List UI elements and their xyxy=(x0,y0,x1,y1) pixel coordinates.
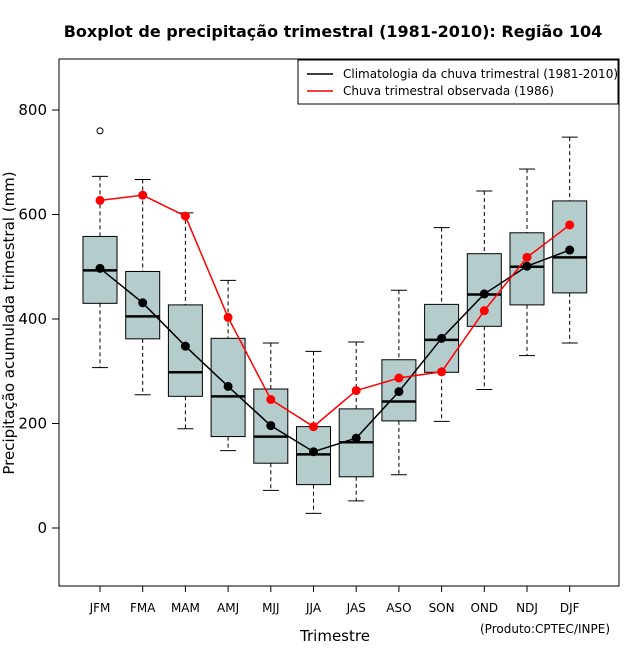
x-tick-label: MAM xyxy=(171,601,200,615)
series-point-observed xyxy=(266,394,276,404)
y-tick-label: 800 xyxy=(18,101,47,119)
x-tick-label: JAS xyxy=(346,601,366,615)
series-lines xyxy=(95,190,575,457)
x-tick-label: NDJ xyxy=(516,601,538,615)
x-axis: JFM FMA MAM AMJ MJJ JJA JAS ASO SON OND NDJ DJF xyxy=(89,585,580,615)
product-credit: (Produto:CPTEC/INPE) xyxy=(480,622,610,636)
box-son xyxy=(424,227,460,422)
series-point-observed xyxy=(437,367,447,377)
chart-title: Boxplot de precipitação trimestral (1981… xyxy=(64,22,603,41)
outlier-point xyxy=(96,127,104,135)
series-point-climatology xyxy=(309,447,318,457)
box-jas xyxy=(338,341,374,502)
boxes xyxy=(82,127,588,514)
legend-label-climatology: Climatologia da chuva trimestral (1981-2… xyxy=(343,67,618,81)
x-tick-label: JJA xyxy=(305,601,322,615)
y-axis: 0 200 400 600 800 xyxy=(18,101,60,537)
box-djf xyxy=(552,136,588,344)
series-point-observed xyxy=(522,252,532,262)
series-point-observed xyxy=(138,190,148,200)
x-tick-label: OND xyxy=(470,601,498,615)
box-body xyxy=(296,426,331,486)
box-fma xyxy=(125,178,161,396)
legend-label-observed: Chuva trimestral observada (1986) xyxy=(343,84,554,98)
legend-box xyxy=(297,59,619,105)
series-point-observed xyxy=(180,211,190,221)
x-tick-label: AMJ xyxy=(217,601,239,615)
box-jja xyxy=(296,350,331,514)
series-point-climatology xyxy=(180,341,190,351)
series-point-climatology xyxy=(565,245,575,255)
box-jfm xyxy=(82,127,118,369)
x-tick-label: DJF xyxy=(560,601,580,615)
x-tick-label: ASO xyxy=(386,601,411,615)
box-amj xyxy=(210,279,246,452)
series-point-observed xyxy=(394,373,404,383)
x-tick-label: SON xyxy=(429,601,455,615)
series-point-climatology xyxy=(351,433,361,443)
box-mjj xyxy=(253,342,289,491)
series-point-observed xyxy=(95,195,105,205)
series-point-observed xyxy=(565,220,575,230)
series-point-climatology xyxy=(223,381,233,391)
y-tick-label: 400 xyxy=(18,310,47,328)
series-point-climatology xyxy=(95,263,105,273)
series-point-climatology xyxy=(394,387,404,397)
series-climatology xyxy=(95,245,575,457)
y-axis-label: Precipitação acumulada trimestral (mm) xyxy=(0,171,18,474)
series-point-climatology xyxy=(138,298,148,308)
series-point-observed xyxy=(351,386,361,396)
legend: Climatologia da chuva trimestral (1981-2… xyxy=(297,59,619,105)
series-line-climatology xyxy=(99,249,570,453)
x-tick-label: MJJ xyxy=(262,601,279,615)
series-observed xyxy=(95,190,575,432)
x-tick-label: JFM xyxy=(89,601,111,615)
x-tick-label: FMA xyxy=(130,601,156,615)
series-point-climatology xyxy=(522,261,532,271)
series-point-observed xyxy=(309,422,318,432)
x-axis-label: Trimestre xyxy=(299,627,370,645)
series-point-climatology xyxy=(479,289,489,299)
series-point-observed xyxy=(223,312,233,322)
series-line-observed xyxy=(99,194,571,428)
series-point-observed xyxy=(479,306,489,316)
y-tick-label: 600 xyxy=(18,206,47,224)
y-tick-label: 0 xyxy=(37,519,47,537)
series-point-climatology xyxy=(266,421,276,431)
y-tick-label: 200 xyxy=(18,415,47,433)
series-point-climatology xyxy=(437,333,447,343)
